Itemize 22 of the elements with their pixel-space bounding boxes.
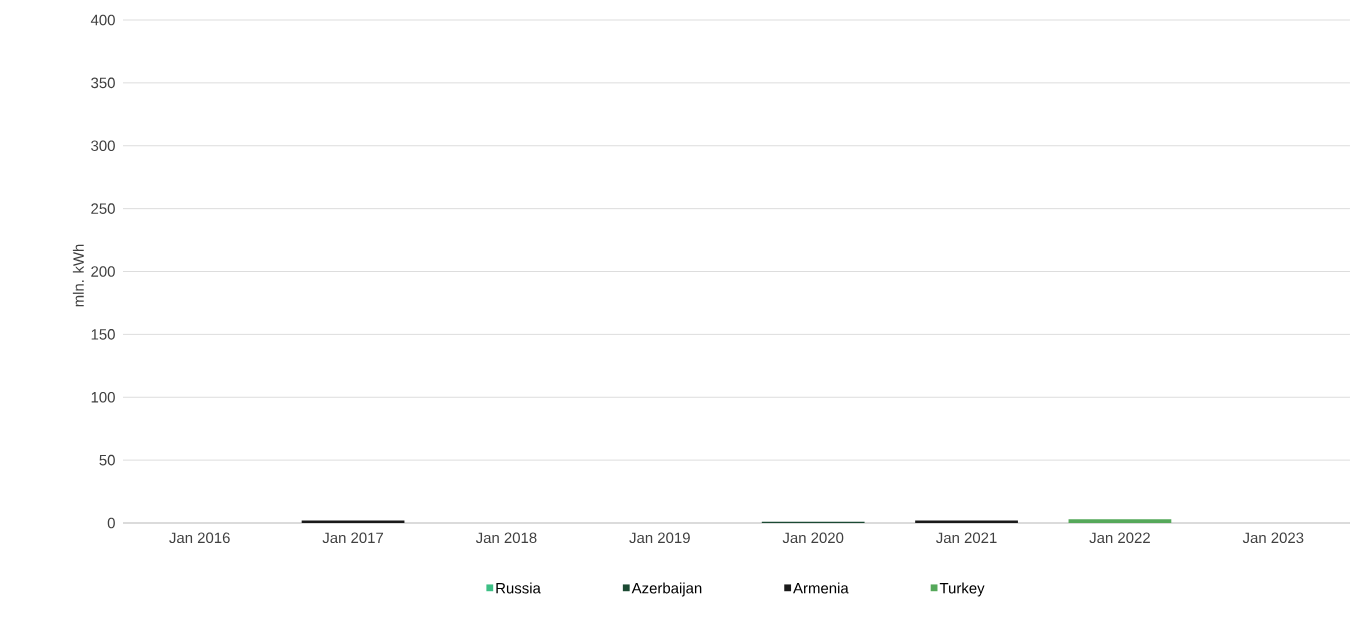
y-tick-label: 200 xyxy=(91,266,115,277)
x-tick-label: Jan 2016 xyxy=(169,532,230,544)
y-tick-label: 150 xyxy=(91,329,115,340)
legend-label: Armenia xyxy=(793,582,849,594)
y-tick-label: 0 xyxy=(107,517,115,529)
x-tick-label: Jan 2017 xyxy=(322,532,384,544)
y-axis-title: mln. kWh xyxy=(72,244,84,307)
x-tick-label: Jan 2022 xyxy=(1089,532,1150,544)
x-tick-label: Jan 2018 xyxy=(475,532,537,544)
x-tick-label: Jan 2019 xyxy=(629,532,690,544)
legend-label: Azerbaijan xyxy=(631,582,702,597)
x-tick-label: Jan 2020 xyxy=(782,532,844,544)
x-tick-label: Jan 2023 xyxy=(1242,532,1304,544)
y-tick-label: 300 xyxy=(91,140,115,152)
legend-label: Russia xyxy=(496,582,541,594)
y-tick-label: 400 xyxy=(90,14,115,26)
legend-label: Turkey xyxy=(939,582,985,597)
y-tick-label: 100 xyxy=(91,391,115,403)
y-tick-label: 350 xyxy=(91,77,115,89)
x-tick-label: Jan 2021 xyxy=(936,532,997,544)
y-tick-label: 250 xyxy=(91,203,115,214)
y-tick-label: 50 xyxy=(99,454,115,466)
